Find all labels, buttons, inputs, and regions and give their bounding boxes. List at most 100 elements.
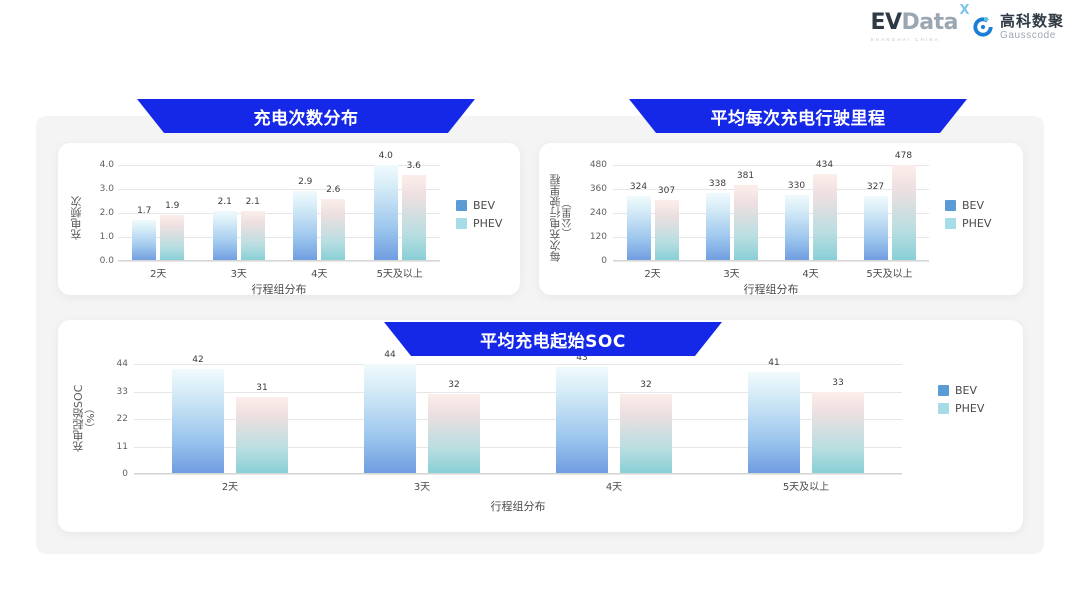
chart-2-bar-group: 338 381: [692, 165, 771, 261]
chart-3-bar-bev[interactable]: 44: [364, 350, 416, 474]
chart-3-bar-bev[interactable]: 43: [556, 353, 608, 474]
chart-2-y-ticks: 0 120 240 360 480: [577, 160, 607, 266]
chart-3-y-tick: 44: [116, 359, 128, 369]
chart-1-bar-value-label: 2.1: [245, 196, 260, 207]
chart-3-bar-value-label: 33: [832, 377, 844, 388]
chart-1-bar-bev[interactable]: 2.1: [212, 197, 237, 261]
chart-3-baseline: [134, 473, 902, 474]
chart-1-bar-groups: 1.7 1.9 2.1 2.1 2.9 2.6 4.0 3.6: [118, 151, 441, 261]
chart-2-legend-item-bev[interactable]: BEV: [945, 199, 991, 212]
chart-1-bar-bev[interactable]: 2.9: [293, 177, 318, 261]
chart-2-legend-swatch-bev: [945, 200, 956, 211]
chart-3-x-tick: 4天: [605, 482, 623, 493]
chart-1-baseline: [118, 260, 440, 261]
chart-2-bar-value-label: 478: [894, 151, 913, 162]
chart-title-banner-charging-frequency: 充电次数分布: [137, 99, 475, 133]
evdata-logo: EVData X SHANGHAI CHINA: [870, 4, 969, 42]
chart-2-gridline: [613, 165, 929, 166]
evdata-ev-text: EV: [870, 10, 902, 35]
chart-title-text-3: 平均充电起始SOC: [480, 331, 626, 352]
chart-1-bar-value-label: 2.1: [217, 196, 232, 207]
chart-2-y-tick: 480: [589, 160, 607, 170]
chart-1-bar-phev[interactable]: 1.9: [160, 201, 185, 261]
chart-2-y-axis-label: 每次充电行驶里程 （公里）: [549, 169, 575, 267]
chart-2-legend-item-phev[interactable]: PHEV: [945, 217, 991, 230]
page-header: EVData X SHANGHAI CHINA 高科数聚 Gausscode: [0, 0, 1080, 60]
chart-3-bar-phev[interactable]: 31: [236, 383, 288, 474]
chart-2-bar-value-label: 327: [866, 181, 885, 192]
chart-1-bar-phev[interactable]: 2.6: [321, 185, 346, 261]
chart-1-bar-value-label: 1.7: [137, 206, 152, 217]
chart-1-bar-value-label: 2.6: [326, 184, 341, 195]
chart-2-bar-phev[interactable]: 381: [733, 171, 758, 261]
chart-1-x-tick: 2天: [150, 269, 167, 280]
chart-1-legend-item-phev[interactable]: PHEV: [456, 217, 502, 230]
chart-title-text-1: 充电次数分布: [253, 108, 359, 129]
chart-1-bar-group: 1.7 1.9: [118, 165, 199, 261]
chart-2-bar-value-label: 338: [708, 179, 727, 190]
chart-3-bar-phev[interactable]: 33: [812, 378, 864, 474]
chart-title-banner-start-soc: 平均充电起始SOC: [384, 322, 722, 356]
chart-3-bar-value-label: 43: [576, 352, 588, 363]
chart-3-y-tick: 0: [122, 469, 128, 479]
chart-3-bar-value-label: 32: [640, 380, 652, 390]
chart-3-legend-label: PHEV: [955, 402, 985, 415]
chart-1-y-tick: 1.0: [99, 232, 114, 242]
chart-3-bar-value-label: 42: [192, 355, 204, 365]
chart-3-gridline: [134, 364, 902, 365]
chart-1-legend-item-bev[interactable]: BEV: [456, 199, 502, 212]
chart-1-bar-phev[interactable]: 2.1: [240, 197, 265, 261]
chart-2-bar-group: 324 307: [613, 165, 692, 261]
chart-1-bar-bev[interactable]: 1.7: [132, 206, 157, 261]
chart-2-y-tick: 240: [589, 208, 607, 218]
chart-2-x-tick: 5天及以上: [866, 269, 913, 280]
chart-title-text-2: 平均每次充电行驶里程: [710, 108, 886, 129]
chart-1-bar-phev[interactable]: 3.6: [401, 161, 426, 261]
chart-avg-mileage: 每次充电行驶里程 （公里） 0 120 240 360 480 324 307 338 381…: [539, 143, 1023, 296]
evdata-wordmark: EVData X: [870, 4, 969, 35]
chart-2-bar-value-label: 307: [657, 185, 676, 196]
chart-3-bar-bev[interactable]: 42: [172, 355, 224, 474]
chart-1-legend-label: BEV: [473, 199, 496, 212]
chart-1-bar-group: 4.0 3.6: [360, 151, 441, 261]
chart-1-bar-value-label: 1.9: [165, 201, 180, 212]
chart-1-x-tick: 5天及以上: [376, 269, 423, 280]
chart-1-legend: BEV PHEV: [456, 199, 502, 230]
chart-3-bar-phev[interactable]: 32: [428, 380, 480, 474]
chart-3-legend-item-phev[interactable]: PHEV: [938, 402, 984, 415]
chart-2-bar-phev[interactable]: 478: [891, 151, 916, 261]
chart-2-bar-phev[interactable]: 307: [654, 186, 679, 261]
chart-2-x-tick: 2天: [644, 269, 661, 280]
chart-2-bar-value-label: 324: [629, 182, 648, 193]
chart-2-bar-bev[interactable]: 324: [626, 182, 651, 261]
chart-1-gridline: [118, 189, 440, 190]
gausscode-text: 高科数聚 Gausscode: [1000, 14, 1064, 41]
chart-2-y-tick: 360: [589, 184, 607, 194]
chart-3-legend-swatch-phev: [938, 403, 949, 414]
gausscode-cn-name: 高科数聚: [999, 12, 1064, 30]
chart-2-bar-bev[interactable]: 327: [863, 182, 888, 261]
chart-3-gridline: [134, 474, 902, 475]
chart-3-legend-item-bev[interactable]: BEV: [938, 384, 984, 397]
evdata-x-icon: X: [959, 3, 969, 18]
chart-2-bar-groups: 324 307 338 381 330 434 327 478: [613, 151, 929, 261]
chart-1-bar-value-label: 3.6: [406, 160, 421, 171]
chart-1-x-tick: 4天: [311, 269, 328, 280]
chart-2-gridline: [613, 189, 929, 190]
gausscode-mark-icon: [973, 17, 993, 37]
chart-3-gridline: [134, 419, 902, 420]
chart-1-y-tick: 4.0: [99, 160, 114, 170]
chart-3-bar-value-label: 44: [384, 350, 396, 360]
chart-1-x-tick: 3天: [230, 269, 247, 280]
chart-1-gridline: [118, 213, 440, 214]
chart-3-x-tick: 5天及以上: [782, 482, 830, 493]
chart-3-bar-bev[interactable]: 41: [748, 358, 800, 474]
chart-2-bar-phev[interactable]: 434: [812, 160, 837, 261]
chart-1-bar-bev[interactable]: 4.0: [373, 151, 398, 261]
chart-2-bar-bev[interactable]: 330: [784, 181, 809, 261]
chart-3-bar-phev[interactable]: 32: [620, 380, 672, 474]
chart-2-gridline: [613, 237, 929, 238]
chart-3-legend-swatch-bev: [938, 385, 949, 396]
evdata-data-text: Data: [901, 10, 959, 35]
chart-2-bar-bev[interactable]: 338: [705, 179, 730, 261]
